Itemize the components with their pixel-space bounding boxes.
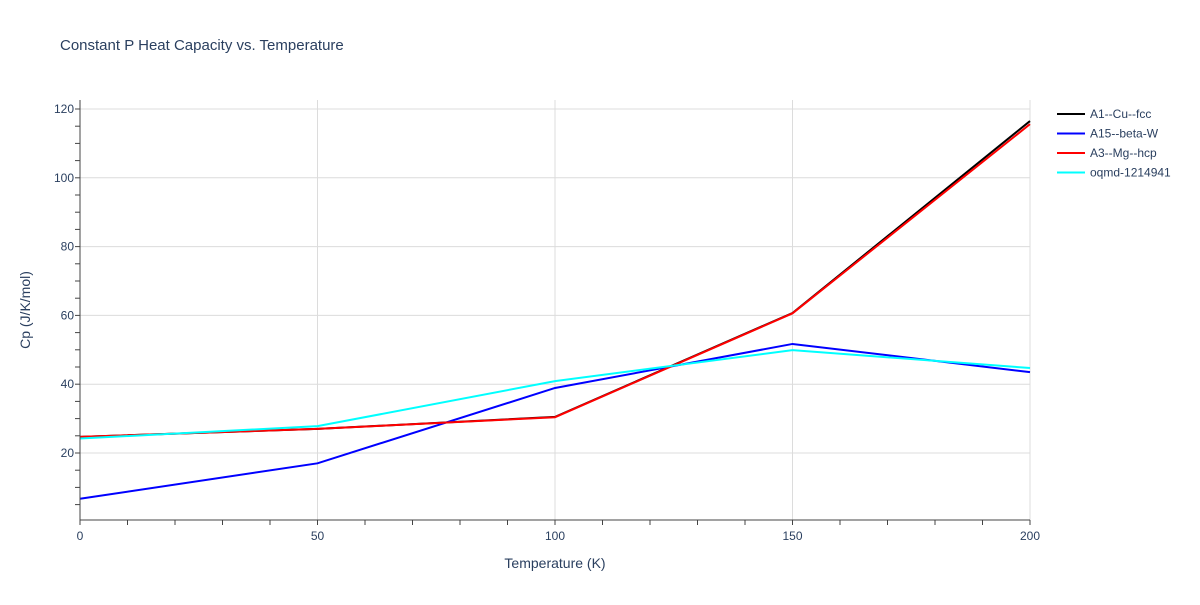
chart-title: Constant P Heat Capacity vs. Temperature	[60, 37, 344, 54]
x-tick-label: 50	[311, 529, 325, 543]
y-tick-label: 60	[61, 308, 75, 322]
y-tick-label: 120	[54, 102, 74, 116]
y-tick-label: 20	[61, 446, 75, 460]
y-axis-label: Cp (J/K/mol)	[17, 271, 33, 349]
x-tick-label: 0	[77, 529, 84, 543]
legend[interactable]: A1--Cu--fcc A15--beta-W A3--Mg--hcp oqmd-12…	[1057, 107, 1171, 180]
y-tick-label: 40	[61, 377, 75, 391]
legend-item-label[interactable]: A15--beta-W	[1090, 127, 1159, 141]
legend-item-label[interactable]: A1--Cu--fcc	[1090, 107, 1151, 121]
x-axis-label: Temperature (K)	[504, 555, 605, 571]
series-line-oqmd-1214941	[79, 349, 1031, 440]
series-line-A15--beta-W	[79, 342, 1031, 500]
grid	[80, 100, 1031, 520]
y-tick-label: 80	[61, 240, 75, 254]
x-tick-label: 200	[1020, 529, 1040, 543]
x-tick-label: 100	[545, 529, 565, 543]
series-lines	[79, 120, 1031, 500]
x-tick-label: 150	[782, 529, 802, 543]
series-line-A3--Mg--hcp	[79, 123, 1031, 438]
legend-item-label[interactable]: A3--Mg--hcp	[1090, 146, 1157, 160]
axes: 0 50 100 150 200 20 40 60 80 100 120	[54, 100, 1040, 543]
y-tick-label: 100	[54, 171, 74, 185]
legend-item-label[interactable]: oqmd-1214941	[1090, 166, 1171, 180]
